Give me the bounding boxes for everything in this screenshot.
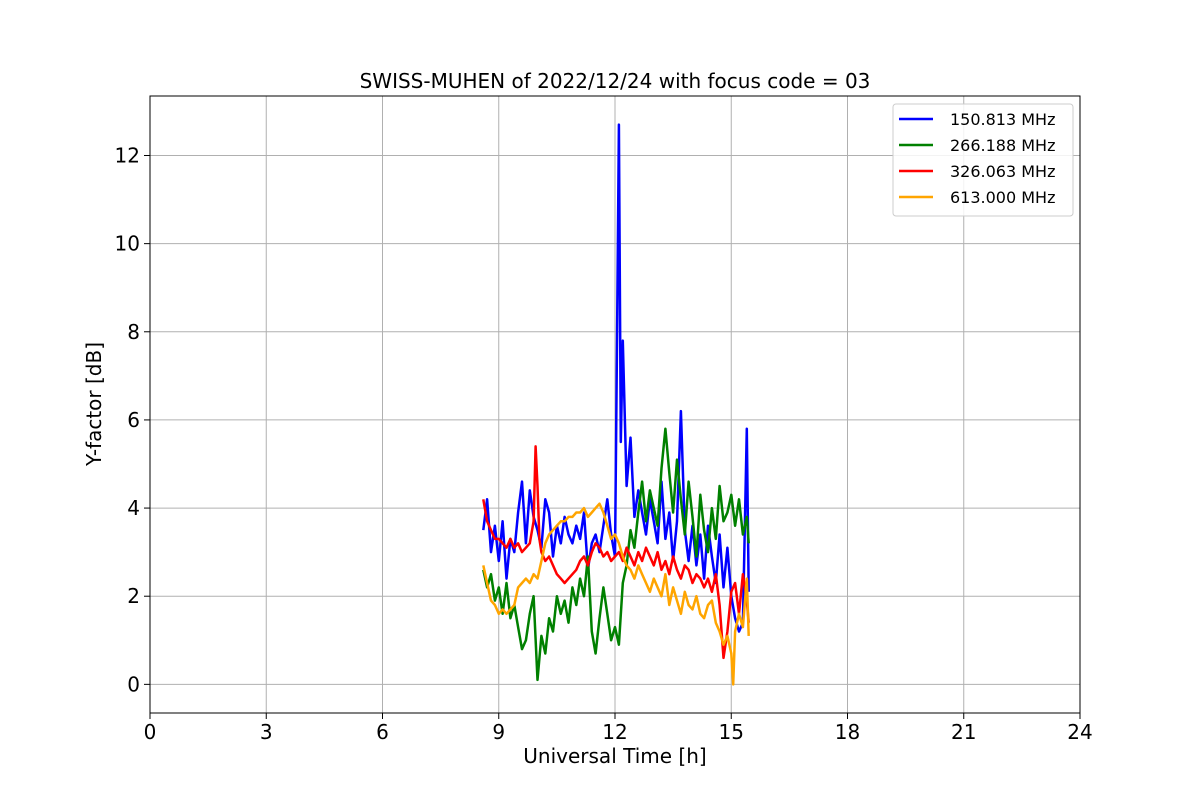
- legend-label: 266.188 MHz: [950, 136, 1055, 155]
- x-tick-label: 21: [951, 720, 976, 744]
- legend-label: 326.063 MHz: [950, 162, 1055, 181]
- legend-label: 613.000 MHz: [950, 188, 1055, 207]
- x-tick-label: 3: [260, 720, 273, 744]
- x-axis: 0 3 6 9 12 15 18 21 24: [144, 713, 1093, 744]
- chart-title: SWISS-MUHEN of 2022/12/24 with focus cod…: [360, 69, 871, 93]
- y-axis: 0 2 4 6 8 10 12: [115, 143, 150, 696]
- y-tick-label: 6: [127, 408, 140, 432]
- series-line-2: [482, 427, 750, 682]
- series-line-4: [482, 502, 750, 686]
- x-tick-label: 12: [602, 720, 627, 744]
- x-tick-label: 18: [835, 720, 860, 744]
- x-tick-label: 0: [144, 720, 157, 744]
- legend-label: 150.813 MHz: [950, 110, 1055, 129]
- x-axis-label: Universal Time [h]: [523, 744, 706, 768]
- y-tick-label: 10: [115, 232, 140, 256]
- x-tick-label: 9: [492, 720, 505, 744]
- y-tick-label: 12: [115, 143, 140, 167]
- y-tick-label: 0: [127, 672, 140, 696]
- y-tick-label: 4: [127, 496, 140, 520]
- plot-area: [482, 123, 750, 686]
- x-tick-label: 24: [1067, 720, 1092, 744]
- y-tick-label: 8: [127, 320, 140, 344]
- x-tick-label: 15: [719, 720, 744, 744]
- legend-frame: [892, 103, 1074, 217]
- y-axis-label: Y-factor [dB]: [82, 342, 106, 467]
- legend: 150.813 MHz 266.188 MHz 326.063 MHz 613.000…: [892, 103, 1074, 217]
- x-tick-label: 6: [376, 720, 389, 744]
- y-tick-label: 2: [127, 584, 140, 608]
- series-line-1: [482, 123, 750, 633]
- series-line-3: [482, 445, 750, 660]
